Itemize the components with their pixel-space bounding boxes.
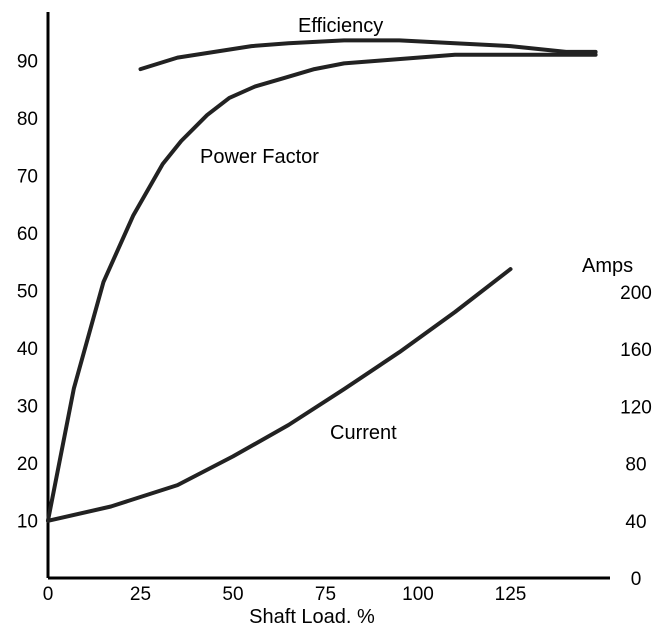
- y-tick-label: 20: [17, 454, 38, 475]
- y-tick-label: 30: [17, 397, 38, 418]
- x-tick-label: 0: [43, 584, 54, 605]
- x-tick-label: 125: [495, 584, 527, 605]
- y2-tick-label: 120: [620, 397, 652, 418]
- right-axis-title: Amps: [582, 255, 633, 277]
- series-label-power-factor: Power Factor: [200, 146, 319, 168]
- series-label-efficiency: Efficiency: [298, 15, 383, 37]
- y2-tick-label: 40: [625, 512, 646, 533]
- series-line-current: [46, 267, 513, 523]
- x-axis-title: Shaft Load. %: [249, 606, 375, 627]
- x-tick-label: 100: [402, 584, 434, 605]
- x-tick-label: 75: [315, 584, 336, 605]
- y-tick-label: 50: [17, 282, 38, 303]
- y-tick-label: 40: [17, 339, 38, 360]
- x-tick-label: 25: [130, 584, 151, 605]
- y-tick-label: 80: [17, 109, 38, 130]
- y-tick-label: 70: [17, 167, 38, 188]
- series-label-current: Current: [330, 422, 397, 444]
- tick-labels: 0 25 50 75 100 125 10 20 30 40 50 60 70 80 90 0 40 80 120 1…: [17, 52, 652, 606]
- series-line-efficiency: [138, 38, 598, 72]
- y2-tick-label: 200: [620, 283, 652, 304]
- series-line-power-factor: [46, 52, 598, 523]
- y2-tick-label: 0: [631, 569, 642, 590]
- y2-tick-label: 160: [620, 340, 652, 361]
- y2-tick-label: 80: [625, 455, 646, 476]
- y-tick-label: 10: [17, 512, 38, 533]
- y-tick-label: 90: [17, 52, 38, 73]
- y-tick-label: 60: [17, 224, 38, 245]
- x-tick-label: 50: [222, 584, 243, 605]
- axes: [46, 12, 610, 580]
- series-layer: [46, 38, 598, 523]
